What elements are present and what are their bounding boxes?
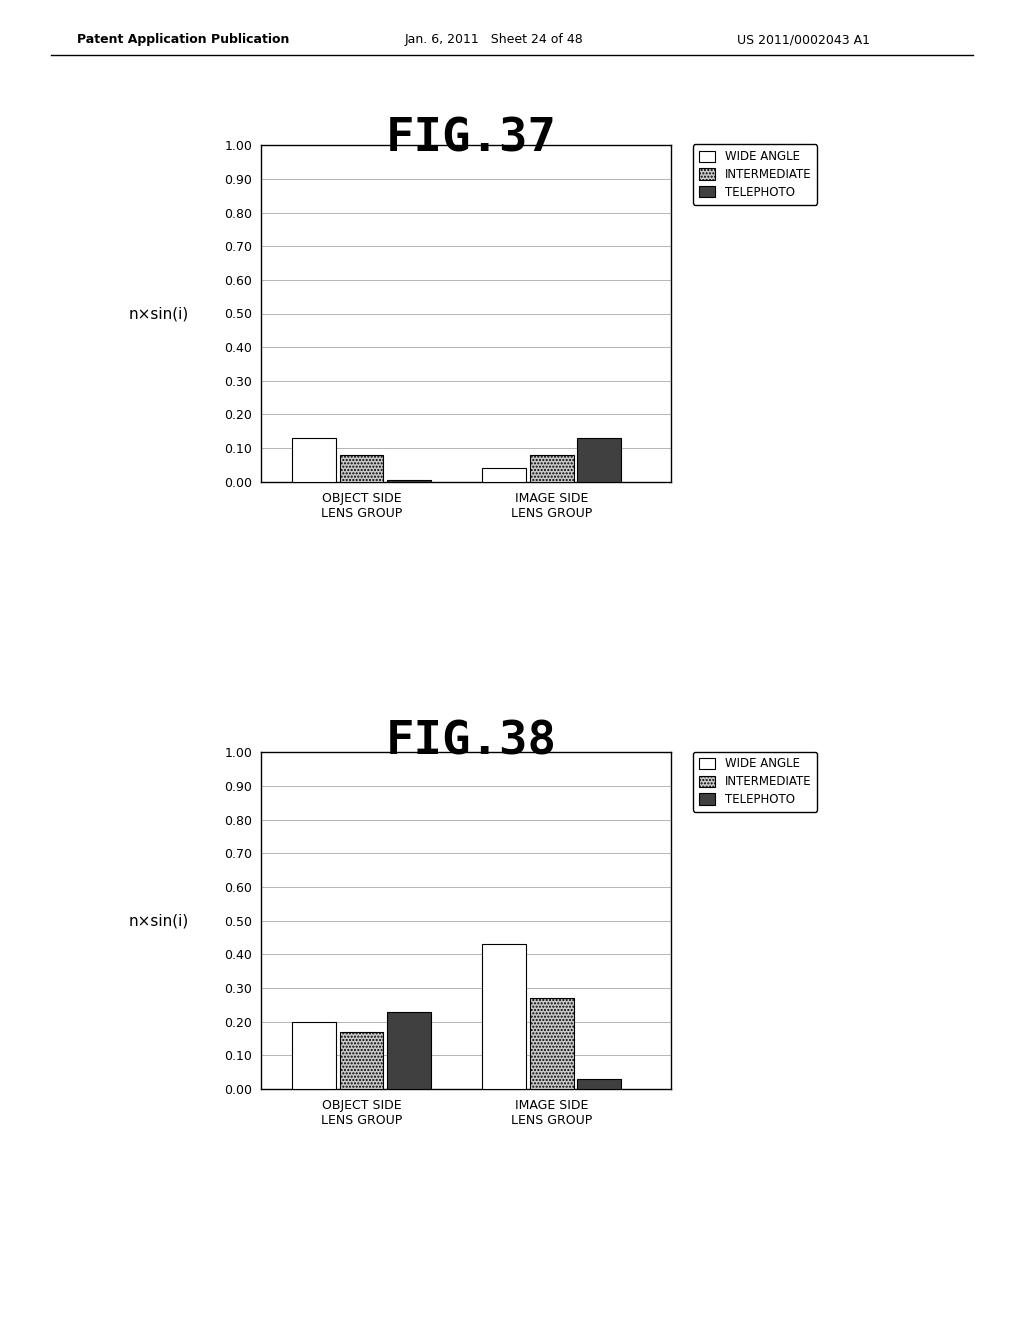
Bar	[530, 455, 573, 482]
Bar	[578, 1078, 622, 1089]
Bar	[482, 469, 526, 482]
Legend: WIDE ANGLE, INTERMEDIATE, TELEPHOTO: WIDE ANGLE, INTERMEDIATE, TELEPHOTO	[693, 144, 817, 205]
Text: FIG.38: FIG.38	[386, 719, 556, 764]
Bar	[578, 438, 622, 482]
Legend: WIDE ANGLE, INTERMEDIATE, TELEPHOTO: WIDE ANGLE, INTERMEDIATE, TELEPHOTO	[693, 751, 817, 812]
Bar	[340, 1032, 383, 1089]
Text: Patent Application Publication: Patent Application Publication	[77, 33, 289, 46]
Text: Jan. 6, 2011   Sheet 24 of 48: Jan. 6, 2011 Sheet 24 of 48	[404, 33, 584, 46]
Bar	[530, 998, 573, 1089]
Bar	[292, 438, 336, 482]
Bar	[387, 480, 431, 482]
Bar	[482, 944, 526, 1089]
Text: FIG.37: FIG.37	[386, 116, 556, 161]
Bar	[340, 455, 383, 482]
Text: n×sin(i): n×sin(i)	[129, 306, 188, 322]
Text: n×sin(i): n×sin(i)	[129, 913, 188, 929]
Bar	[387, 1011, 431, 1089]
Text: US 2011/0002043 A1: US 2011/0002043 A1	[737, 33, 870, 46]
Bar	[292, 1022, 336, 1089]
